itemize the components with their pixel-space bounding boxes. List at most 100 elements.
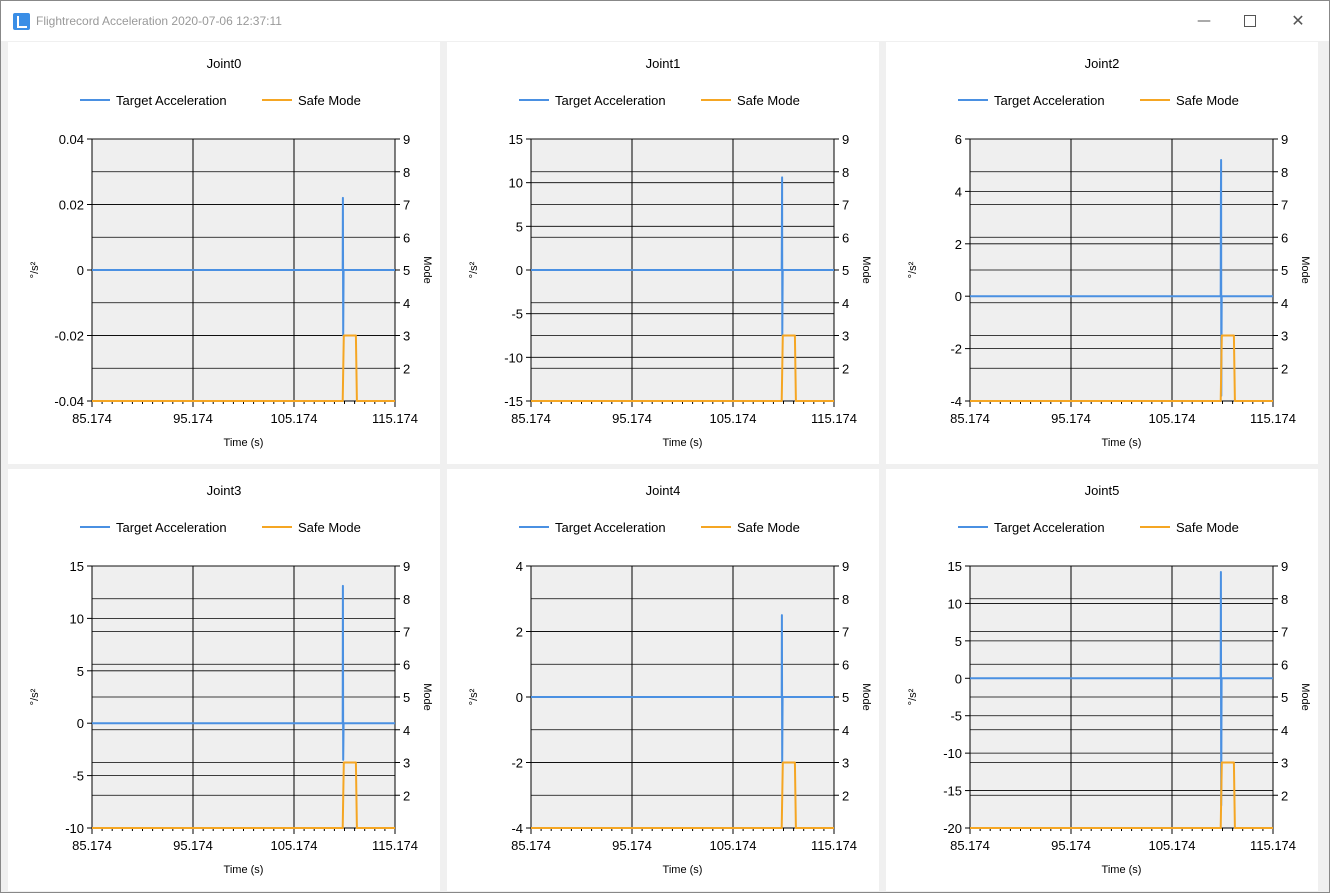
y-tick-label: 10 <box>70 611 84 626</box>
x-axis-title: Time (s) <box>1102 437 1142 449</box>
y2-tick-label: 5 <box>403 263 410 278</box>
y2-tick-label: 8 <box>403 592 410 607</box>
y2-tick-label: 3 <box>403 756 410 771</box>
series-line-safe-mode <box>970 761 1273 829</box>
y-tick-label: -2 <box>511 756 523 771</box>
y-tick-label: 0.04 <box>59 132 84 147</box>
legend-label-target-acceleration: Target Acceleration <box>116 520 227 535</box>
y2-tick-label: 3 <box>842 329 849 344</box>
y-tick-label: 15 <box>70 559 84 574</box>
y-tick-label: 0.02 <box>59 198 84 213</box>
chart-panel-joint1: Joint1 Target Acceleration Safe Mode -15 -10… <box>447 42 879 464</box>
y2-axis-title: Mode <box>860 256 872 284</box>
x-tick-label: 105.174 <box>271 411 318 426</box>
y-tick-label: 0 <box>955 289 962 304</box>
window-title: Flightrecord Acceleration 2020-07-06 12:… <box>36 14 282 28</box>
y2-tick-label: 4 <box>842 296 849 311</box>
legend-label-safe-mode: Safe Mode <box>737 93 800 108</box>
y-axis-title: °/s² <box>29 261 41 278</box>
y-tick-label: -4 <box>511 821 523 836</box>
y2-tick-label: 3 <box>403 329 410 344</box>
y2-tick-label: 8 <box>403 165 410 180</box>
maximize-icon <box>1244 15 1256 27</box>
legend-label-target-acceleration: Target Acceleration <box>994 520 1105 535</box>
y-tick-label: -2 <box>950 342 962 357</box>
y-tick-label: 0 <box>516 690 523 705</box>
y2-tick-label: 7 <box>842 198 849 213</box>
y2-tick-label: 8 <box>1281 592 1288 607</box>
x-axis-title: Time (s) <box>663 864 703 876</box>
series-line-target-acceleration <box>92 584 395 761</box>
x-tick-label: 95.174 <box>1051 838 1091 853</box>
y2-axis-title: Mode <box>860 683 872 711</box>
series-line-safe-mode <box>92 761 395 829</box>
chart-title: Joint4 <box>646 483 681 498</box>
chart-svg: Joint3 Target Acceleration Safe Mode -10 -5 0… <box>29 483 433 876</box>
y2-tick-label: 2 <box>842 361 849 376</box>
chart-panel-joint3: Joint3 Target Acceleration Safe Mode -10 -5 0… <box>8 469 440 891</box>
y2-tick-label: 3 <box>842 756 849 771</box>
y-axis-title: °/s² <box>468 688 480 705</box>
x-tick-label: 115.174 <box>1250 838 1296 853</box>
title-bar[interactable]: Flightrecord Acceleration 2020-07-06 12:… <box>1 1 1329 41</box>
x-tick-label: 115.174 <box>1250 411 1296 426</box>
series-line-target-acceleration <box>970 159 1273 397</box>
x-tick-label: 105.174 <box>1149 838 1196 853</box>
y2-tick-label: 9 <box>1281 559 1288 574</box>
legend-label-safe-mode: Safe Mode <box>1176 520 1239 535</box>
y-tick-label: 15 <box>509 132 523 147</box>
y-tick-label: -0.04 <box>54 394 84 409</box>
y-tick-label: -0.02 <box>54 329 84 344</box>
x-tick-label: 95.174 <box>1051 411 1091 426</box>
legend-label-target-acceleration: Target Acceleration <box>555 93 666 108</box>
x-tick-label: 95.174 <box>612 838 652 853</box>
y2-tick-label: 6 <box>1281 657 1288 672</box>
y-tick-label: 2 <box>516 625 523 640</box>
y-tick-label: -5 <box>950 709 962 724</box>
x-tick-label: 85.174 <box>511 411 551 426</box>
chart-legend: Target Acceleration Safe Mode <box>958 93 1239 108</box>
y-tick-label: 10 <box>948 596 962 611</box>
y-tick-label: 15 <box>948 559 962 574</box>
chart-svg: Joint1 Target Acceleration Safe Mode -15 -10… <box>468 56 872 449</box>
y-tick-label: 5 <box>516 219 523 234</box>
close-button[interactable]: ✕ <box>1275 7 1321 35</box>
y2-tick-label: 6 <box>1281 230 1288 245</box>
series-line-target-acceleration <box>531 176 834 337</box>
y2-tick-label: 7 <box>842 625 849 640</box>
y-axis-title: °/s² <box>907 688 919 705</box>
y-tick-label: 6 <box>955 132 962 147</box>
y2-axis-title: Mode <box>421 256 433 284</box>
y2-axis-title: Mode <box>1299 256 1311 284</box>
y2-tick-label: 6 <box>842 230 849 245</box>
x-tick-label: 85.174 <box>72 838 112 853</box>
legend-label-target-acceleration: Target Acceleration <box>555 520 666 535</box>
series-line-target-acceleration <box>970 571 1273 807</box>
y-tick-label: 4 <box>955 184 962 199</box>
y2-tick-label: 3 <box>1281 756 1288 771</box>
y2-tick-label: 2 <box>403 361 410 376</box>
y2-tick-label: 8 <box>842 592 849 607</box>
minimize-button[interactable]: — <box>1181 7 1227 35</box>
chart-panel-joint5: Joint5 Target Acceleration Safe Mode -20 -15… <box>886 469 1318 891</box>
y2-tick-label: 8 <box>1281 165 1288 180</box>
y-tick-label: -5 <box>72 769 84 784</box>
maximize-button[interactable] <box>1227 7 1273 35</box>
y2-tick-label: 6 <box>842 657 849 672</box>
chart-legend: Target Acceleration Safe Mode <box>80 93 361 108</box>
chart-title: Joint3 <box>207 483 242 498</box>
y-tick-label: 0 <box>516 263 523 278</box>
chart-title: Joint2 <box>1085 56 1120 71</box>
chart-svg: Joint5 Target Acceleration Safe Mode -20 -15… <box>907 483 1311 876</box>
x-tick-label: 85.174 <box>950 838 990 853</box>
series-line-safe-mode <box>531 761 834 829</box>
x-tick-label: 105.174 <box>710 838 757 853</box>
y2-tick-label: 5 <box>403 690 410 705</box>
chart-title: Joint0 <box>207 56 242 71</box>
y2-tick-label: 8 <box>842 165 849 180</box>
x-tick-label: 105.174 <box>271 838 318 853</box>
x-axis-title: Time (s) <box>1102 864 1142 876</box>
y-tick-label: 4 <box>516 559 523 574</box>
y2-tick-label: 4 <box>842 723 849 738</box>
